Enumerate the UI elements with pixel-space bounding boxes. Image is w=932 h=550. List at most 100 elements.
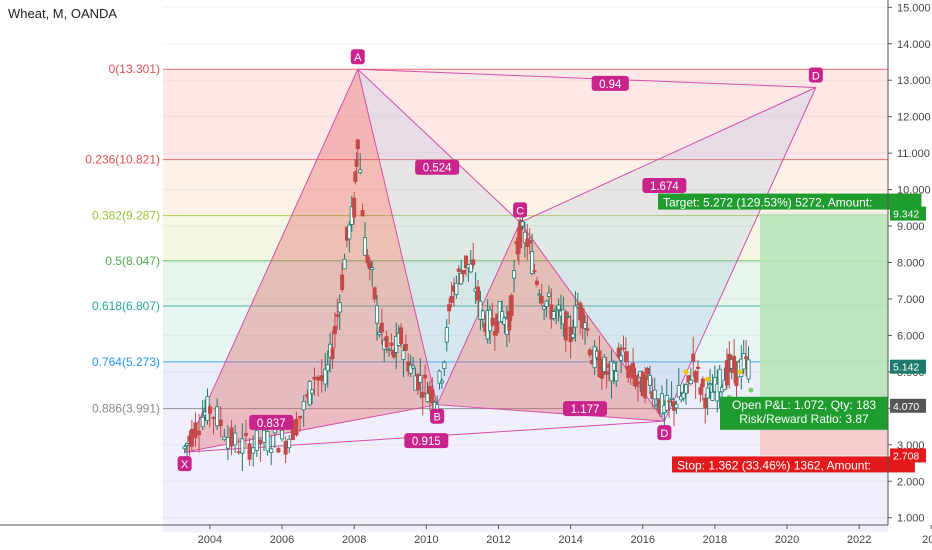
candle-body (225, 437, 230, 449)
y-tick-label: 11.000 (897, 148, 930, 160)
candle-body (652, 389, 657, 400)
candle-body (200, 416, 205, 428)
x-tick-label: 2006 (270, 534, 294, 546)
candle-body (621, 347, 626, 350)
candle-body (294, 418, 299, 436)
candle-body (587, 349, 592, 356)
candle-body (215, 406, 220, 427)
candle-body (403, 344, 408, 351)
candle-body (544, 300, 549, 307)
candle-body (647, 375, 652, 386)
candle-body (686, 375, 691, 383)
candle-body (401, 350, 406, 360)
fib-level-label: 0.5(8.047) (105, 254, 160, 268)
ratio-label-bg (249, 414, 294, 430)
candle-body (310, 389, 315, 394)
candle-body (360, 210, 365, 217)
fib-level-label: 0.382(9.287) (92, 209, 160, 223)
stop-label-bg (672, 456, 915, 473)
candle-body (599, 368, 604, 379)
ratio-label-bg (642, 177, 687, 193)
candle-body (580, 308, 585, 329)
pattern-edge (437, 404, 665, 422)
candle-body (566, 316, 571, 318)
candle-body (614, 371, 619, 382)
candle-body (708, 383, 713, 386)
candle-body (556, 304, 561, 311)
candle-body (667, 400, 672, 403)
y-tick-label: 10.000 (897, 185, 931, 197)
candle-body (189, 428, 194, 447)
pattern-labels: X A B C D D 0.524 0.94 1.674 0.837 0.915 1.177 Targe… (177, 49, 922, 473)
x-tick-label: 2022 (847, 534, 871, 546)
point-label: D (812, 71, 820, 83)
target-label: Target: 5.272 (129.53%) 5272, Amount: (663, 196, 872, 210)
ratio-label: 1.674 (650, 181, 679, 193)
candle-body (626, 365, 631, 378)
candle-body (676, 385, 681, 398)
candle-body (619, 355, 624, 361)
y-tick-label: 12.000 (897, 112, 931, 124)
candle-body (229, 427, 234, 447)
candle-body (597, 350, 602, 378)
stop-price-tag-bg (890, 448, 926, 463)
pattern-edge (357, 68, 521, 223)
candle-body (423, 374, 428, 379)
candle-body (387, 348, 392, 351)
candle-body (384, 336, 389, 348)
ratio-label: 1.177 (571, 404, 600, 416)
candle-body (703, 397, 708, 409)
candle-body (342, 258, 347, 270)
candle-body (437, 370, 442, 384)
candle-body (420, 392, 425, 398)
candle-body (705, 387, 710, 399)
point-label-bg (657, 425, 672, 441)
ratio-label-bg (591, 75, 629, 91)
point-label-bg (808, 67, 823, 83)
target-price-tag: 9.342 (893, 209, 919, 221)
candle-body (247, 443, 252, 460)
point-label: X (181, 459, 189, 471)
x-tick-label: 2004 (198, 534, 222, 546)
ratio-label-bg (404, 433, 449, 449)
candlesticks (182, 138, 754, 471)
candle-body (365, 254, 370, 264)
candle-body (325, 364, 330, 372)
entry-price-tag-bg (890, 398, 926, 413)
stop-price-tag: 2.708 (893, 450, 919, 462)
pattern-edge (357, 69, 438, 405)
candle-body (691, 353, 696, 362)
candle-body (182, 446, 187, 450)
candle-body (609, 361, 614, 382)
candle-body (746, 359, 751, 380)
candle-body (375, 305, 380, 324)
candle-body (316, 376, 321, 381)
signal-dot (737, 369, 743, 375)
y-tick-label: 8.000 (897, 258, 925, 270)
point-label-bg (513, 202, 528, 218)
candle-body (492, 331, 497, 336)
pattern-triangle (520, 87, 816, 422)
stop-label: Stop: 1.362 (33.46%) 1362, Amount: (677, 458, 871, 472)
candle-body (391, 350, 396, 358)
harmonic-pattern[interactable] (184, 68, 817, 453)
pattern-edge (663, 87, 817, 422)
rr-label: Risk/Reward Ratio: 3.87 (739, 412, 869, 426)
candle-body (430, 389, 435, 404)
candle-body (522, 231, 527, 244)
candle-body (347, 224, 352, 240)
point-label-bg (177, 456, 192, 472)
y-tick-label: 15.000 (897, 2, 931, 14)
candle-body (362, 237, 367, 256)
signal-dot (683, 369, 689, 375)
candle-body (659, 393, 664, 415)
point-label: D (660, 428, 668, 440)
fib-level-label: 0.886(3.991) (92, 402, 160, 416)
candle-body (480, 310, 485, 320)
candle-body (370, 267, 375, 270)
candle-body (534, 280, 539, 285)
candle-body (500, 311, 505, 322)
candle-body (616, 347, 621, 357)
candle-body (353, 171, 358, 182)
